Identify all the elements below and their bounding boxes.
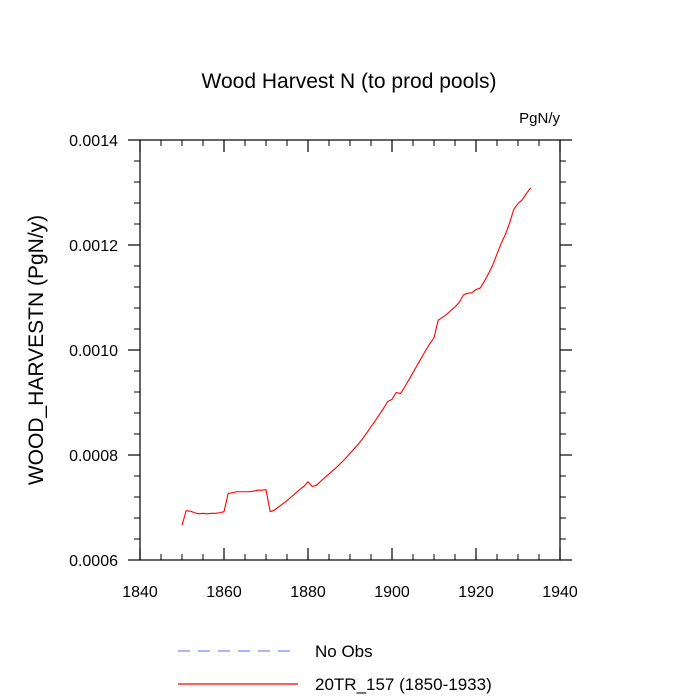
x-tick-label: 1940 (542, 584, 578, 601)
x-tick-label: 1900 (374, 584, 410, 601)
y-tick-label: 0.0010 (69, 343, 118, 360)
chart-title: Wood Harvest N (to prod pools) (202, 70, 497, 93)
x-tick-label: 1920 (458, 584, 494, 601)
y-tick-label: 0.0006 (69, 553, 118, 570)
y-tick-label: 0.0014 (69, 133, 118, 150)
legend-label-20tr-157: 20TR_157 (1850-1933) (315, 675, 492, 694)
series-layer (181, 187, 532, 526)
legend: No Obs 20TR_157 (1850-1933) (178, 642, 492, 694)
ticks-layer: 1840 1860 1880 1900 1920 1940 0.0006 0.0008 0.00… (69, 133, 578, 601)
y-axis-label: WOOD_HARVESTN (PgN/y) (25, 215, 48, 485)
x-tick-label: 1860 (206, 584, 242, 601)
y-tick-label: 0.0012 (69, 238, 118, 255)
units-label: PgN/y (519, 110, 560, 127)
x-tick-label: 1840 (122, 584, 158, 601)
series-line (181, 187, 532, 526)
x-tick-label: 1880 (290, 584, 326, 601)
y-tick-label: 0.0008 (69, 448, 118, 465)
plot-frame (139, 139, 561, 561)
legend-label-no-obs: No Obs (315, 642, 373, 661)
